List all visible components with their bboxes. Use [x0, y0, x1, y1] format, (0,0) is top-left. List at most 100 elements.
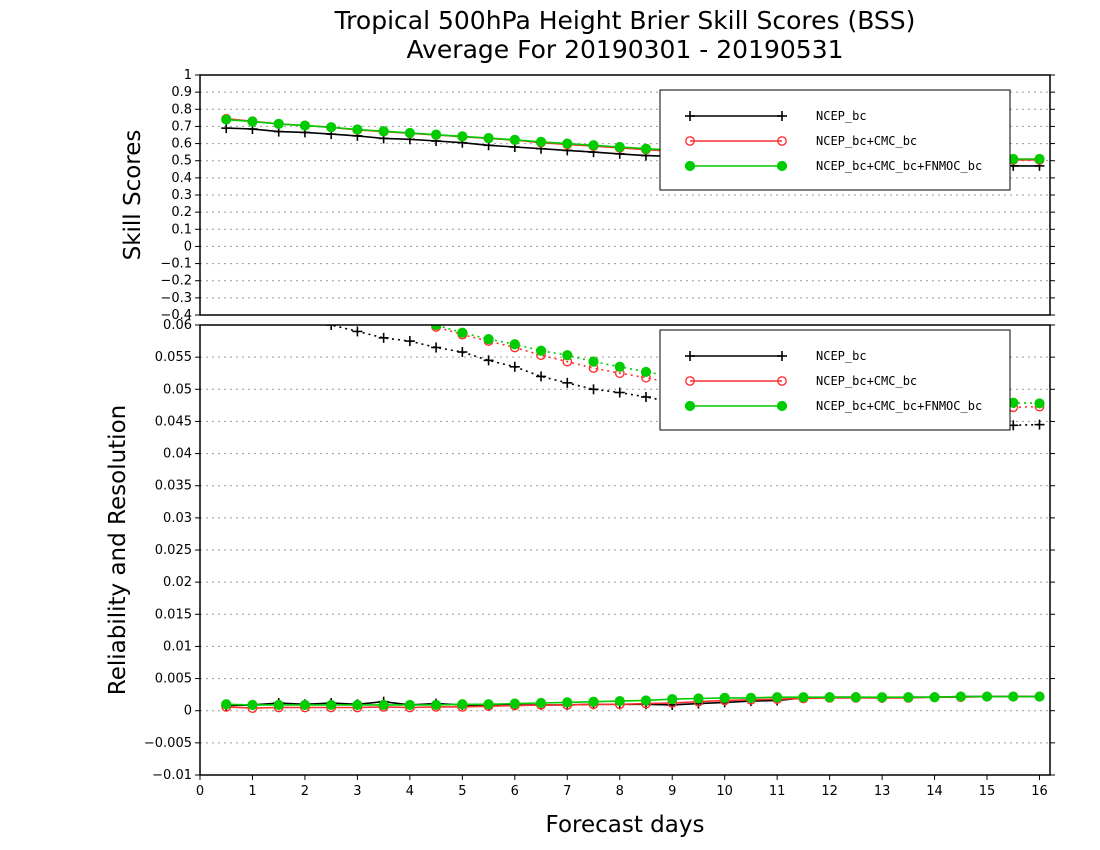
data-point	[640, 392, 651, 402]
data-point	[509, 361, 520, 372]
x-tick-label: 3	[353, 784, 361, 799]
legend-marker	[777, 351, 787, 361]
data-point	[588, 140, 599, 151]
data-point	[876, 692, 888, 703]
legend-marker	[685, 136, 695, 146]
data-point	[222, 224, 230, 232]
data-point	[588, 384, 599, 395]
y-tick-label: 0.005	[155, 672, 192, 687]
data-point	[614, 387, 625, 398]
data-point	[379, 305, 387, 313]
data-point	[457, 327, 468, 338]
x-tick-label: 9	[668, 784, 676, 799]
legend-marker	[685, 111, 695, 121]
y-tick-label: 0.9	[171, 85, 192, 100]
data-point	[301, 257, 309, 265]
data-point	[772, 692, 783, 703]
legend-item-ncep-bc-cmc-bc: NCEP_bc+CMC_bc	[685, 134, 917, 148]
y-tick-label: 0	[184, 704, 192, 719]
data-point	[378, 126, 389, 137]
y-tick-label: 0.03	[163, 511, 192, 526]
data-point	[850, 692, 861, 703]
x-ticks: 0 1 2 3 4 5 6 7 8 9 10 11 12 13 14 15 16	[196, 775, 1048, 799]
legend-marker	[684, 400, 696, 412]
legend-marker	[685, 351, 695, 361]
data-point	[562, 138, 573, 149]
x-tick-label: 4	[406, 784, 414, 799]
y-tick-label: 0.045	[155, 414, 192, 429]
legend-item-ncep-bc-cmc-bc-fnmoc-bc: NCEP_bc+CMC_bc+FNMOC_bc	[684, 399, 982, 413]
data-point	[274, 256, 284, 266]
data-point	[614, 141, 625, 153]
y-tick-label: 0.7	[171, 119, 192, 134]
data-point	[640, 366, 652, 378]
legend-item-ncep-bc-cmc-bc-fnmoc-bc: NCEP_bc+CMC_bc+FNMOC_bc	[684, 159, 982, 173]
series-ncep-bc-cmc-bc-fnmoc-bc-reliability	[221, 691, 1045, 711]
legend-marker	[685, 376, 695, 386]
data-point	[222, 218, 231, 227]
y-tick-label: 0.04	[163, 447, 192, 462]
legend-item-ncep-bc: NCEP_bc	[685, 349, 867, 363]
data-point	[588, 356, 599, 367]
data-point	[299, 699, 311, 711]
data-point	[509, 339, 520, 350]
data-point	[981, 691, 993, 702]
top-legend: NCEP_bc NCEP_bc+CMC_bc NCEP_bc+CMC_bc+FNMO…	[659, 89, 1011, 191]
y-tick-label: 0.06	[163, 318, 192, 333]
y-tick-label: −0.3	[160, 291, 192, 306]
y-tick-label: 0.8	[171, 102, 192, 117]
x-tick-label: 0	[196, 784, 204, 799]
data-point	[457, 131, 468, 142]
data-point	[562, 697, 573, 708]
data-point	[535, 136, 547, 147]
data-point	[1008, 691, 1019, 702]
x-tick-label: 8	[616, 784, 624, 799]
data-point	[300, 250, 309, 259]
data-point	[509, 134, 520, 145]
y-tick-label: −0.1	[160, 257, 192, 272]
data-point	[248, 224, 256, 232]
legend-marker	[777, 376, 787, 386]
top-y-ticks: −0.4 −0.3 −0.2 −0.1 0 0.1 0.2 0.3 0.4 0.5 0.6 0.7 0.…	[160, 68, 1055, 323]
bottom-y-axis-label: Reliability and Resolution	[105, 405, 131, 695]
top-y-axis-label: Skill Scores	[120, 130, 146, 261]
y-tick-label: 0.6	[171, 137, 192, 152]
x-tick-label: 6	[511, 784, 519, 799]
y-tick-label: 0.055	[155, 350, 192, 365]
legend-item-ncep-bc: NCEP_bc	[685, 109, 867, 123]
data-point	[536, 371, 547, 382]
legend-label: NCEP_bc+CMC_bc+FNMOC_bc	[816, 399, 982, 413]
data-point	[404, 699, 415, 711]
y-tick-label: 0.025	[155, 543, 192, 558]
data-point	[327, 275, 336, 284]
legend-box	[659, 329, 1011, 431]
data-point	[221, 123, 232, 134]
legend-marker	[776, 160, 788, 172]
legend-item-ncep-bc-cmc-bc: NCEP_bc+CMC_bc	[685, 374, 917, 388]
data-point	[247, 116, 258, 127]
data-point	[274, 218, 283, 227]
data-point	[352, 124, 363, 135]
data-point	[614, 361, 625, 372]
x-tick-label: 14	[926, 784, 943, 799]
data-point	[326, 699, 337, 711]
data-point	[509, 698, 520, 709]
data-point	[378, 332, 389, 343]
legend-marker	[684, 160, 696, 172]
series-line	[330, 325, 1040, 427]
y-tick-label: 0.035	[155, 479, 192, 494]
data-point	[588, 696, 599, 707]
y-tick-label: 1	[184, 68, 192, 83]
data-point	[483, 355, 494, 366]
y-tick-label: 0.2	[171, 205, 192, 220]
y-tick-label: 0.015	[155, 607, 192, 622]
legend-box	[659, 89, 1011, 191]
data-point	[247, 256, 257, 266]
data-point	[327, 282, 335, 290]
legend-label: NCEP_bc+CMC_bc	[816, 134, 917, 148]
data-point	[824, 692, 835, 703]
legend-marker	[777, 136, 787, 146]
y-tick-label: −0.2	[160, 274, 192, 289]
x-axis-label: Forecast days	[546, 812, 705, 838]
data-point	[483, 132, 494, 144]
